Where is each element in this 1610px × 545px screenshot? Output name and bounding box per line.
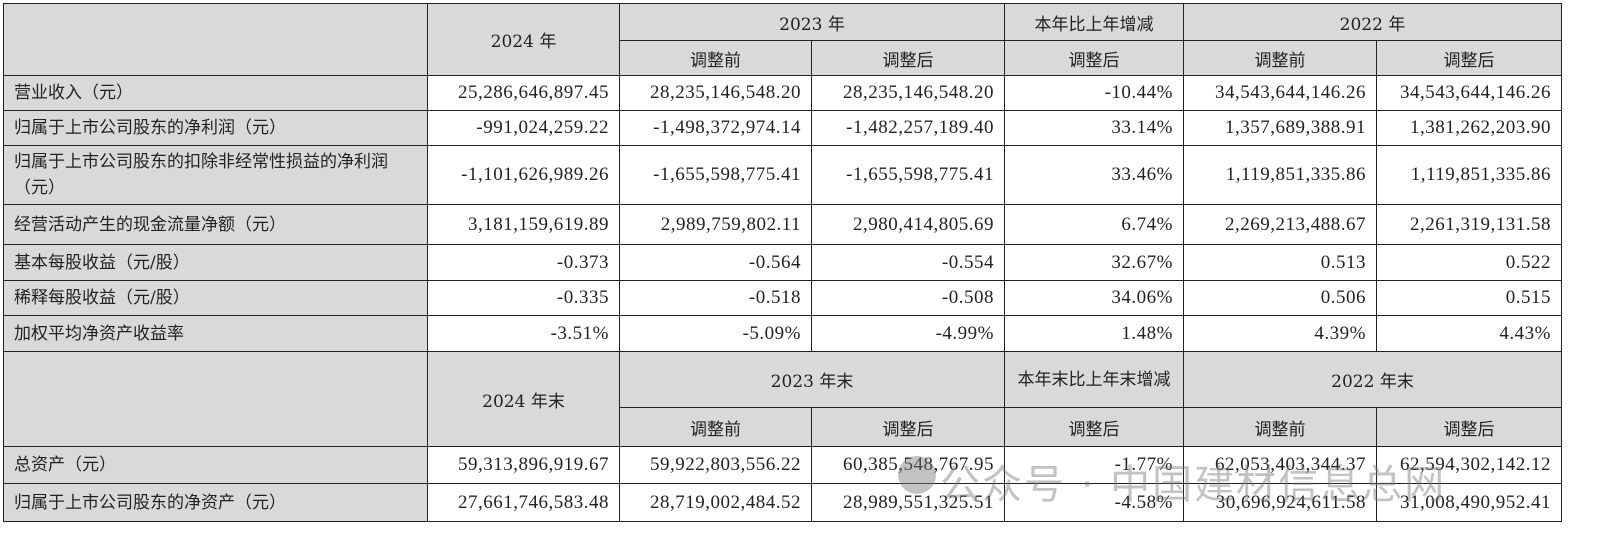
header-row-3: 2024 年末 2023 年末 本年末比上年末增减 2022 年末 [3,351,1562,447]
header-2024: 2024 年 [427,3,620,76]
value-cell: -0.554 [811,244,1005,281]
value-cell: 25,286,646,897.45 [427,75,620,111]
value-cell: -1,482,257,189.40 [811,110,1005,146]
value-cell: -10.44% [1004,75,1184,111]
financial-data-table: 2024 年 2023 年 本年比上年增减 2022 年 调整前 调整后 调整后… [3,3,1562,522]
value-cell: 33.14% [1004,110,1184,146]
value-cell: 28,235,146,548.20 [619,75,812,111]
header-corner-2 [3,351,428,447]
row-label: 总资产（元） [3,446,428,484]
value-cell: 60,385,548,767.95 [811,446,1005,484]
value-cell: -0.518 [619,280,812,316]
value-cell: 2,989,759,802.11 [619,204,812,245]
subheader-end-2022-before: 调整前 [1183,407,1377,447]
value-cell: 34,543,644,146.26 [1183,75,1377,111]
value-cell: 2,980,414,805.69 [811,204,1005,245]
table-row: 总资产（元） 59,313,896,919.67 59,922,803,556.22… [3,446,1562,484]
value-cell: 28,235,146,548.20 [811,75,1005,111]
table-row: 加权平均净资产收益率 -3.51% -5.09% -4.99% 1.48% 4.39% 4.… [3,315,1562,352]
row-label: 归属于上市公司股东的净利润（元） [3,110,428,146]
value-cell: 4.39% [1183,315,1377,352]
value-cell: -0.564 [619,244,812,281]
header-row-2: 调整前 调整后 调整后 调整前 调整后 [4,40,1562,76]
table-row: 归属于上市公司股东的净利润（元） -991,024,259.22 -1,498,37… [3,110,1562,146]
value-cell: -0.508 [811,280,1005,316]
subheader-end-2023-after: 调整后 [811,407,1005,447]
table-row: 经营活动产生的现金流量净额（元） 3,181,159,619.89 2,989,75… [3,204,1562,245]
table-row: 基本每股收益（元/股） -0.373 -0.564 -0.554 32.67% 0.513… [3,244,1562,281]
value-cell: 30,696,924,611.58 [1183,483,1377,522]
header-2022: 2022 年 [1183,3,1562,41]
value-cell: -1,655,598,775.41 [619,145,812,205]
value-cell: 32.67% [1004,244,1184,281]
value-cell: -1,655,598,775.41 [811,145,1005,205]
row-label: 营业收入（元） [3,75,428,111]
value-cell: 0.515 [1376,280,1562,316]
value-cell: 59,313,896,919.67 [427,446,620,484]
value-cell: -991,024,259.22 [427,110,620,146]
subheader-2022-before: 调整前 [1183,40,1377,76]
table-row: 归属于上市公司股东的净资产（元） 27,661,746,583.48 28,719,… [3,483,1562,522]
subheader-2023-after: 调整后 [811,40,1005,76]
header-2023: 2023 年 [619,3,1005,41]
value-cell: 27,661,746,583.48 [427,483,620,522]
value-cell: 59,922,803,556.22 [619,446,812,484]
row-label: 稀释每股收益（元/股） [3,280,428,316]
value-cell: 33.46% [1004,145,1184,205]
header-row-4: 调整前 调整后 调整后 调整前 调整后 [4,407,1562,447]
value-cell: -1,101,626,989.26 [427,145,620,205]
value-cell: -1,498,372,974.14 [619,110,812,146]
table-row: 营业收入（元） 25,286,646,897.45 28,235,146,548.2… [3,75,1562,111]
subheader-change-after: 调整后 [1004,40,1184,76]
value-cell: 31,008,490,952.41 [1376,483,1562,522]
value-cell: -4.99% [811,315,1005,352]
value-cell: 28,719,002,484.52 [619,483,812,522]
value-cell: 1,119,851,335.86 [1183,145,1377,205]
header-change: 本年比上年增减 [1004,3,1184,41]
value-cell: 3,181,159,619.89 [427,204,620,245]
row-label: 归属于上市公司股东的扣除非经常性损益的净利润（元） [3,145,428,205]
subheader-2022-after: 调整后 [1376,40,1562,76]
value-cell: 34,543,644,146.26 [1376,75,1562,111]
value-cell: -3.51% [427,315,620,352]
value-cell: 34.06% [1004,280,1184,316]
subheader-end-2023-before: 调整前 [619,407,812,447]
header-2024-end: 2024 年末 [427,351,620,447]
value-cell: -1.77% [1004,446,1184,484]
value-cell: -0.373 [427,244,620,281]
row-label: 经营活动产生的现金流量净额（元） [3,204,428,245]
value-cell: 1,119,851,335.86 [1376,145,1562,205]
value-cell: -5.09% [619,315,812,352]
value-cell: 0.513 [1183,244,1377,281]
value-cell: 0.522 [1376,244,1562,281]
value-cell: 2,261,319,131.58 [1376,204,1562,245]
row-label: 归属于上市公司股东的净资产（元） [3,483,428,522]
header-corner [3,3,428,76]
header-change-end: 本年末比上年末增减 [1004,351,1184,408]
header-row-1: 2024 年 2023 年 本年比上年增减 2022 年 [3,3,1562,76]
value-cell: 1,381,262,203.90 [1376,110,1562,146]
value-cell: 6.74% [1004,204,1184,245]
value-cell: -0.335 [427,280,620,316]
value-cell: 1.48% [1004,315,1184,352]
subheader-end-2022-after: 调整后 [1376,407,1562,447]
subheader-end-change-after: 调整后 [1004,407,1184,447]
row-label: 基本每股收益（元/股） [3,244,428,281]
value-cell: 28,989,551,325.51 [811,483,1005,522]
value-cell: 0.506 [1183,280,1377,316]
table-row: 稀释每股收益（元/股） -0.335 -0.518 -0.508 34.06% 0.506… [3,280,1562,316]
subheader-2023-before: 调整前 [619,40,812,76]
value-cell: -4.58% [1004,483,1184,522]
value-cell: 1,357,689,388.91 [1183,110,1377,146]
header-2022-end: 2022 年末 [1183,351,1562,408]
header-2023-end: 2023 年末 [619,351,1005,408]
value-cell: 2,269,213,488.67 [1183,204,1377,245]
row-label: 加权平均净资产收益率 [3,315,428,352]
table-row: 归属于上市公司股东的扣除非经常性损益的净利润（元） -1,101,626,989.… [3,145,1562,205]
value-cell: 4.43% [1376,315,1562,352]
value-cell: 62,594,302,142.12 [1376,446,1562,484]
value-cell: 62,053,403,344.37 [1183,446,1377,484]
